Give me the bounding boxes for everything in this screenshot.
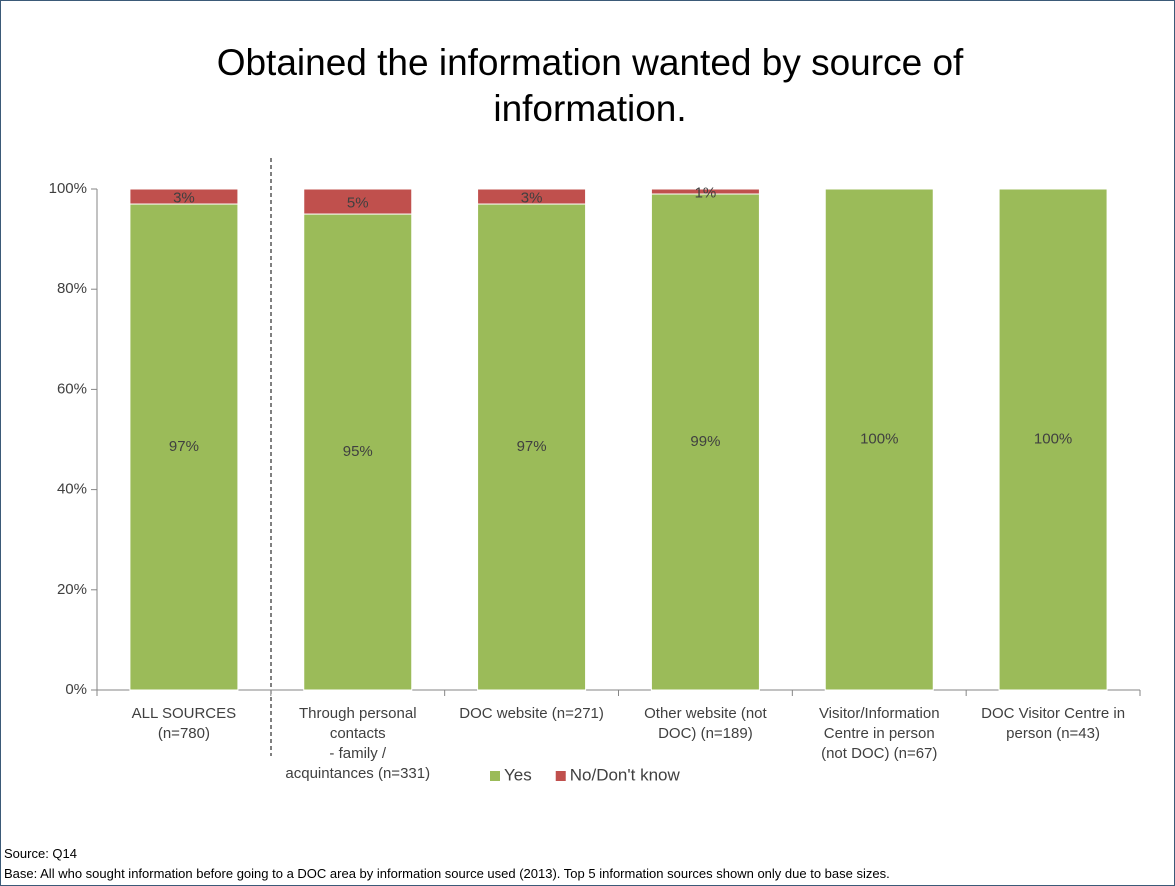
data-label: 100% bbox=[1034, 430, 1072, 447]
data-label: 5% bbox=[347, 194, 369, 211]
data-label: 97% bbox=[517, 438, 547, 455]
bar-segment bbox=[303, 213, 413, 691]
y-tick-label: 0% bbox=[65, 681, 87, 698]
y-tick-label: 80% bbox=[57, 280, 87, 297]
x-tick-label: DOC Visitor Centre in person (n=43) bbox=[981, 705, 1126, 742]
legend-label: Yes bbox=[504, 765, 532, 784]
bar-segment bbox=[998, 188, 1108, 691]
bar-segment bbox=[650, 193, 760, 691]
source-note: Source: Q14 bbox=[4, 846, 77, 861]
bar-segment bbox=[650, 188, 760, 195]
base-note: Base: All who sought information before … bbox=[4, 866, 890, 881]
x-tick-label: Other website (not DOC) (n=189) bbox=[644, 705, 767, 742]
x-tick-label: Through personal contacts - family / acq… bbox=[285, 705, 431, 782]
data-label: 100% bbox=[860, 430, 898, 447]
legend-swatch bbox=[555, 771, 566, 781]
bar-segment bbox=[129, 188, 239, 205]
data-label: 1% bbox=[695, 184, 717, 201]
x-tick-label: Visitor/Information Centre in person (no… bbox=[818, 705, 940, 762]
data-label: 97% bbox=[169, 438, 199, 455]
bar-segment bbox=[129, 203, 239, 691]
bar-segment bbox=[303, 188, 413, 215]
legend-swatch bbox=[490, 771, 500, 781]
y-tick-label: 40% bbox=[57, 481, 87, 498]
data-label: 3% bbox=[521, 189, 543, 206]
y-tick-label: 100% bbox=[49, 180, 87, 197]
bar-segment bbox=[477, 203, 587, 691]
bar-segment bbox=[477, 188, 587, 205]
data-label: 95% bbox=[343, 443, 373, 460]
chart-title: Obtained the information wanted by sourc… bbox=[216, 42, 964, 129]
bar-segment bbox=[824, 188, 934, 691]
legend-label: No/Don't know bbox=[570, 765, 681, 784]
y-tick-label: 60% bbox=[57, 380, 87, 397]
data-label: 3% bbox=[173, 189, 195, 206]
y-tick-label: 20% bbox=[57, 581, 87, 598]
x-tick-label: ALL SOURCES (n=780) bbox=[131, 705, 237, 742]
data-label: 99% bbox=[690, 433, 720, 450]
x-tick-label: DOC website (n=271) bbox=[459, 705, 604, 722]
